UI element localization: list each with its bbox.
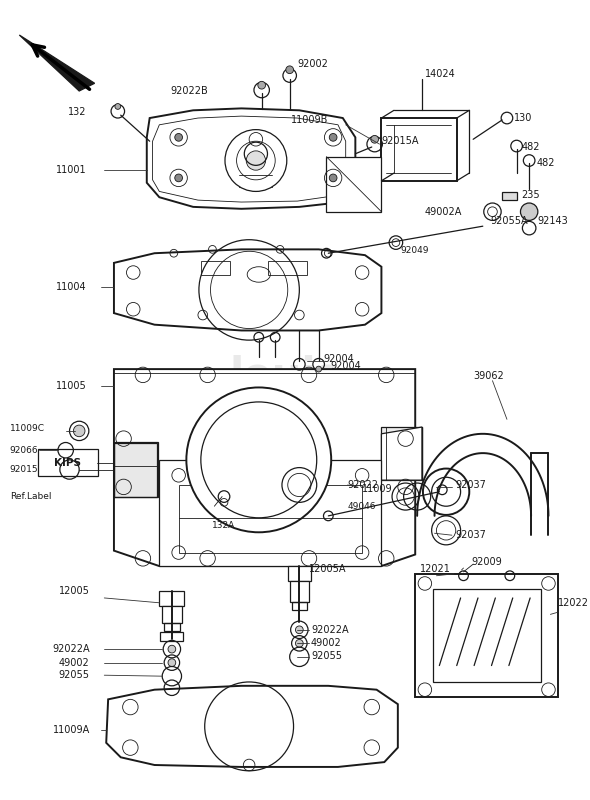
Text: 92143: 92143: [537, 216, 568, 226]
Circle shape: [258, 82, 266, 89]
Text: 49002: 49002: [59, 658, 90, 668]
Bar: [164, 623, 179, 630]
Polygon shape: [106, 686, 398, 767]
Bar: [290, 581, 309, 602]
Text: 12022: 12022: [558, 598, 589, 608]
Bar: [240, 163, 273, 186]
Text: 92004: 92004: [330, 362, 361, 371]
Bar: [381, 427, 422, 480]
Polygon shape: [147, 108, 355, 209]
Bar: [288, 566, 311, 581]
Circle shape: [329, 134, 337, 142]
Text: 12005A: 12005A: [309, 564, 346, 574]
Text: 14024: 14024: [425, 69, 455, 78]
Bar: [160, 632, 183, 642]
Circle shape: [175, 174, 182, 182]
Circle shape: [296, 639, 303, 647]
Text: 12021: 12021: [420, 564, 451, 574]
Circle shape: [115, 103, 121, 110]
Text: 92009: 92009: [471, 558, 502, 567]
Bar: [179, 485, 362, 553]
Text: 11009C: 11009C: [9, 425, 45, 434]
Circle shape: [186, 387, 331, 532]
Text: 49002A: 49002A: [424, 206, 461, 217]
Text: 92015A: 92015A: [381, 136, 419, 146]
Bar: [201, 261, 230, 275]
Text: 92004: 92004: [323, 354, 354, 365]
Text: 92049: 92049: [401, 246, 430, 255]
Polygon shape: [19, 35, 94, 91]
Text: 132A: 132A: [212, 521, 235, 530]
Text: 92037: 92037: [455, 530, 487, 540]
Text: 92066: 92066: [9, 446, 38, 454]
Bar: [432, 590, 541, 682]
Text: 12005: 12005: [59, 586, 90, 596]
Polygon shape: [326, 157, 381, 212]
Text: 92055A: 92055A: [490, 216, 528, 226]
Text: 49046: 49046: [348, 502, 376, 510]
Circle shape: [520, 203, 538, 220]
Text: 92002: 92002: [297, 59, 328, 69]
Bar: [291, 602, 307, 610]
Text: 11009B: 11009B: [291, 115, 328, 125]
Text: 92037: 92037: [455, 480, 487, 490]
Text: 92015: 92015: [9, 465, 38, 474]
Text: KIPS: KIPS: [54, 458, 81, 468]
Bar: [415, 574, 558, 698]
Bar: [268, 261, 307, 275]
Circle shape: [175, 134, 182, 142]
Bar: [114, 443, 158, 497]
Bar: [114, 442, 158, 497]
Circle shape: [316, 366, 322, 372]
Text: 482: 482: [537, 158, 555, 169]
Text: 92055: 92055: [59, 670, 90, 680]
Polygon shape: [381, 427, 422, 480]
Bar: [159, 460, 381, 566]
Circle shape: [168, 658, 176, 666]
Bar: [381, 118, 457, 181]
Text: 39062: 39062: [473, 371, 504, 381]
Text: 11001: 11001: [56, 165, 87, 175]
Circle shape: [73, 425, 85, 437]
Circle shape: [371, 135, 379, 143]
Text: 11009A: 11009A: [53, 726, 90, 735]
Text: louis
moteur: louis moteur: [200, 354, 370, 446]
Text: 92022A: 92022A: [311, 625, 349, 635]
Text: 92022: 92022: [348, 480, 379, 490]
Bar: [162, 606, 182, 623]
FancyBboxPatch shape: [38, 450, 97, 476]
Text: 132: 132: [68, 107, 87, 118]
Circle shape: [329, 174, 337, 182]
Text: Ref.Label: Ref.Label: [9, 492, 51, 501]
Text: 482: 482: [522, 142, 540, 152]
Text: 92022B: 92022B: [171, 86, 209, 96]
Text: 130: 130: [514, 113, 532, 123]
Text: 235: 235: [522, 190, 540, 200]
Circle shape: [168, 646, 176, 653]
Text: 92055: 92055: [311, 651, 342, 661]
Circle shape: [225, 130, 287, 191]
Polygon shape: [114, 250, 381, 330]
Polygon shape: [114, 369, 415, 566]
Bar: [159, 591, 185, 606]
Text: 92022A: 92022A: [52, 644, 90, 654]
Circle shape: [296, 626, 303, 634]
Circle shape: [286, 66, 294, 74]
Text: 11005: 11005: [56, 381, 87, 390]
Text: 11009: 11009: [362, 484, 393, 494]
Bar: [502, 192, 517, 200]
Text: 11004: 11004: [56, 282, 87, 292]
Circle shape: [246, 151, 266, 170]
Text: 49002: 49002: [311, 638, 342, 648]
